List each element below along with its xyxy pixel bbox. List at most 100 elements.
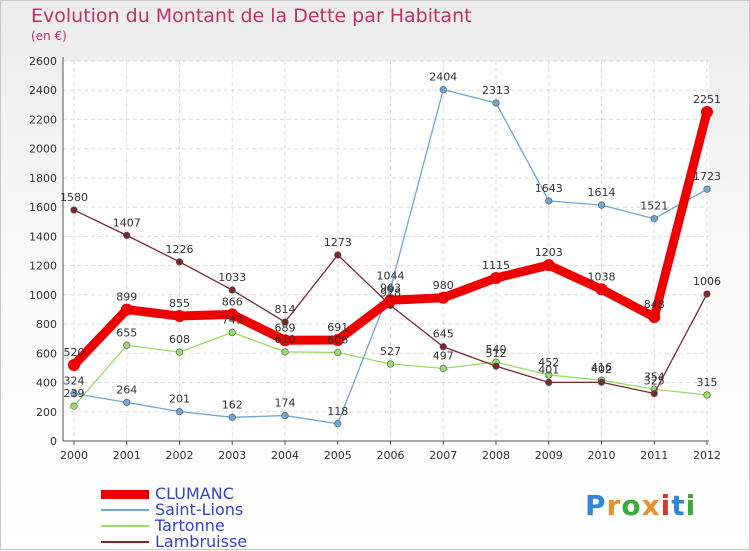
y-tick-label: 600 (36, 347, 57, 360)
legend-label: CLUMANC (155, 484, 234, 503)
data-label: 118 (327, 405, 348, 418)
legend-swatch (101, 541, 149, 543)
data-label: 1521 (640, 200, 668, 213)
data-point (703, 391, 711, 399)
x-tick-label: 2012 (693, 449, 721, 462)
data-point (701, 106, 713, 119)
logo-letter: o (621, 489, 642, 522)
y-tick-label: 2600 (29, 55, 57, 68)
data-point (386, 284, 395, 293)
x-tick-label: 2010 (588, 449, 616, 462)
data-label: 402 (591, 363, 612, 376)
data-point (439, 343, 447, 351)
data-label: 866 (222, 295, 243, 308)
data-point (279, 334, 291, 347)
data-point (492, 362, 500, 370)
data-point (437, 291, 450, 304)
legend-item: Saint-Lions (101, 502, 247, 518)
data-label: 2251 (693, 93, 721, 106)
y-tick-label: 800 (36, 318, 57, 331)
data-label: 610 (275, 333, 296, 346)
data-label: 1273 (324, 236, 352, 249)
y-tick-label: 1600 (29, 201, 57, 214)
data-point (439, 86, 447, 94)
data-point (650, 389, 658, 398)
legend-swatch (101, 509, 149, 511)
data-label: 2404 (429, 71, 457, 84)
data-point (173, 310, 186, 323)
data-point (70, 390, 78, 398)
data-label: 416 (591, 361, 612, 374)
y-tick-label: 200 (36, 406, 57, 419)
logo-letter: i (660, 489, 672, 522)
y-tick-label: 2200 (29, 113, 57, 126)
data-label: 452 (538, 356, 559, 369)
legend-swatch (101, 489, 149, 499)
data-point (597, 201, 606, 209)
data-point (545, 197, 553, 205)
logo-letter: i (685, 489, 697, 522)
chart-title: Evolution du Montant de la Dette par Hab… (31, 5, 472, 27)
data-label: 401 (538, 363, 559, 376)
y-tick-label: 0 (50, 435, 57, 448)
data-label: 1044 (377, 269, 405, 282)
x-tick-label: 2011 (640, 449, 668, 462)
legend-label: Lambruisse (155, 532, 248, 551)
data-point (123, 398, 131, 407)
data-point (384, 294, 397, 307)
data-point (334, 251, 342, 259)
data-label: 1614 (588, 186, 616, 199)
data-point (650, 215, 658, 223)
data-point (281, 318, 289, 326)
data-point (595, 283, 608, 296)
data-label: 1226 (166, 243, 194, 256)
data-label: 324 (64, 375, 85, 388)
x-tick-label: 2005 (324, 449, 352, 462)
logo-letter: P (585, 489, 607, 522)
data-point (226, 308, 239, 321)
data-point (648, 311, 661, 324)
data-label: 814 (275, 303, 296, 316)
legend-swatch (101, 525, 149, 527)
data-label: 899 (116, 291, 137, 304)
data-label: 162 (222, 398, 243, 411)
data-label: 2313 (482, 84, 510, 97)
y-tick-label: 2000 (29, 143, 57, 156)
data-label: 1038 (588, 270, 616, 283)
data-point (597, 378, 606, 386)
data-point (70, 206, 78, 214)
x-tick-label: 2000 (60, 449, 88, 462)
data-point (123, 341, 131, 349)
data-label: 1580 (60, 191, 88, 204)
data-point (545, 378, 553, 386)
data-label: 512 (486, 347, 507, 360)
x-tick-label: 2007 (429, 449, 457, 462)
data-label: 174 (275, 397, 296, 410)
y-tick-label: 400 (36, 377, 57, 390)
legend-label: Tartonne (155, 516, 225, 535)
data-label: 655 (116, 326, 137, 339)
data-label: 497 (433, 349, 454, 362)
data-label: 1006 (693, 275, 721, 288)
data-point (281, 348, 289, 356)
data-label: 1407 (113, 216, 141, 229)
data-point (492, 99, 500, 107)
data-label: 743 (222, 313, 243, 326)
data-label: 520 (64, 346, 85, 359)
data-point (175, 408, 184, 416)
legend-item: Tartonne (101, 518, 247, 534)
legend-item: Lambruisse (101, 534, 247, 550)
data-point (175, 258, 184, 266)
data-point (228, 286, 236, 294)
data-point (68, 359, 80, 371)
data-point (331, 334, 344, 347)
x-tick-label: 2001 (113, 449, 141, 462)
data-label: 1033 (218, 271, 246, 284)
data-point (542, 259, 555, 272)
data-point (281, 411, 289, 420)
data-label: 606 (327, 333, 348, 346)
x-tick-label: 2002 (166, 449, 194, 462)
data-point (490, 272, 502, 285)
data-point (70, 402, 78, 410)
